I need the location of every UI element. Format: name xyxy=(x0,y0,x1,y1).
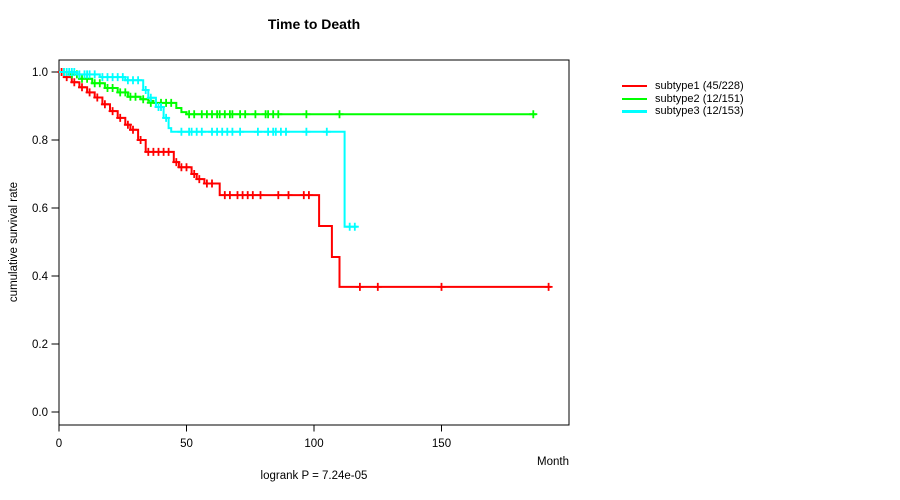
survival-curve-1 xyxy=(59,71,552,288)
legend: subtype1 (45/228) subtype2 (12/151) subtyp… xyxy=(622,80,744,118)
y-axis-tick-label: 0.0 xyxy=(32,407,48,419)
legend-line-swatch xyxy=(622,97,647,101)
survival-curve-3 xyxy=(59,71,358,228)
y-axis-tick-label: 0.2 xyxy=(32,339,48,351)
x-axis-tick-label: 50 xyxy=(180,438,193,450)
chart-title: Time to Death xyxy=(267,16,361,32)
x-axis-tick-label: 150 xyxy=(432,438,451,450)
legend-label: subtype3 (12/153) xyxy=(655,105,744,118)
y-axis-tick-label: 0.8 xyxy=(32,135,48,147)
legend-line-swatch xyxy=(622,110,647,113)
censor-marks-2 xyxy=(60,68,538,119)
legend-line-swatch xyxy=(622,85,647,88)
y-axis-tick-label: 0.6 xyxy=(32,203,48,215)
x-axis-label: Month xyxy=(537,456,569,468)
logrank-annotation: logrank P = 7.24e-05 xyxy=(260,470,368,482)
x-axis-tick-label: 100 xyxy=(304,438,323,450)
legend-label: subtype1 (45/228) xyxy=(655,80,744,92)
legend-label: subtype2 (12/151) xyxy=(655,92,744,105)
y-axis-tick-label: 0.4 xyxy=(32,271,49,283)
legend-item-1: subtype1 (45/228) xyxy=(622,80,744,93)
legend-item-3: subtype3 (12/153) xyxy=(622,105,744,118)
censor-marks-3 xyxy=(60,68,359,231)
legend-item-2: subtype2 (12/151) xyxy=(622,93,744,106)
y-axis-label: cumulative survival rate xyxy=(8,181,20,303)
y-axis-tick-label: 1.0 xyxy=(32,67,48,79)
censor-marks-1 xyxy=(57,68,553,291)
x-axis-tick-label: 0 xyxy=(56,438,62,450)
